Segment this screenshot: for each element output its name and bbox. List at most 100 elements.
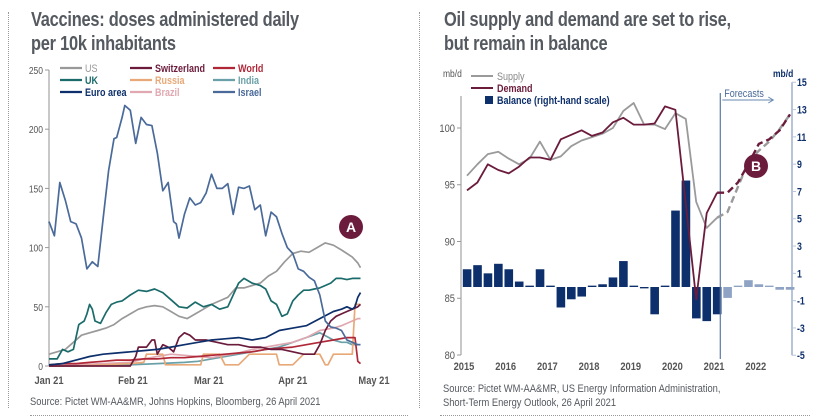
- x-tick-label: 2015: [454, 361, 475, 373]
- legend-label: Russia: [155, 75, 185, 87]
- series-forecast-demand: [717, 113, 792, 194]
- balance-bar: [494, 263, 503, 287]
- balance-bar: [639, 287, 649, 289]
- legend-label: Israel: [238, 87, 262, 99]
- legend-label: World: [238, 63, 263, 75]
- y-tick-label: 150: [29, 184, 43, 195]
- series-line-supply: [466, 102, 718, 229]
- left-y-tick-label: 80: [445, 350, 456, 362]
- legend-swatch: [485, 96, 493, 104]
- x-tick-label: 2022: [745, 361, 766, 373]
- right-y-tick-label: 9: [797, 159, 802, 171]
- balance-bar: [587, 285, 597, 287]
- panel-divider: [419, 12, 420, 408]
- balance-bar: [535, 269, 545, 287]
- annotation-b-badge: B: [744, 154, 768, 178]
- right-axis-unit: mb/d: [773, 68, 794, 79]
- x-tick-label: 2018: [579, 361, 600, 373]
- oil-source: Source: Pictet WM-AA&MR, US Energy Infor…: [443, 382, 720, 410]
- series-line-demand: [466, 105, 718, 301]
- balance-bar: [598, 284, 607, 287]
- balance-bar: [619, 261, 628, 287]
- balance-bar: [692, 287, 701, 319]
- right-y-tick-label: 15: [797, 77, 807, 89]
- legend-item-brazil: Brazil: [130, 87, 180, 99]
- balance-bar: [785, 287, 795, 290]
- balance-bar: [723, 287, 732, 298]
- legend-item-world: World: [213, 63, 263, 75]
- balance-bar: [629, 285, 639, 287]
- balance-bar: [660, 285, 670, 287]
- legend-label: Demand: [497, 83, 533, 95]
- balance-bar: [775, 287, 784, 290]
- y-tick-label: 200: [29, 125, 43, 136]
- legend-item-euro-area: Euro area: [60, 87, 127, 99]
- balance-bar: [712, 287, 722, 315]
- x-tick-label: 2017: [537, 361, 558, 373]
- right-y-tick-label: 13: [797, 105, 807, 117]
- balance-bar: [504, 269, 514, 287]
- x-tick-label: Apr 21: [278, 375, 307, 387]
- right-y-tick-label: -1: [797, 296, 805, 308]
- left-axis-unit: mb/d: [443, 68, 462, 79]
- legend-item-switzerland: Switzerland: [130, 63, 205, 75]
- series-line-world: [48, 336, 362, 366]
- right-y-tick-label: -5: [797, 350, 805, 362]
- balance-bar: [650, 287, 659, 315]
- balance-bar: [546, 285, 555, 287]
- legend-label: Brazil: [155, 87, 180, 99]
- balance-bar: [525, 285, 534, 287]
- x-tick-label: May 21: [358, 375, 389, 387]
- oil-source-line-2: Short-Term Energy Outlook, 26 April 2021: [443, 397, 617, 409]
- vaccines-panel: Vaccines: doses administered daily per 1…: [29, 8, 390, 408]
- balance-bar: [764, 285, 774, 287]
- left-y-tick-label: 100: [439, 123, 455, 135]
- y-tick-label: 250: [29, 65, 43, 76]
- y-tick-label: 50: [34, 302, 43, 313]
- forecast-arrow-head: [768, 96, 775, 104]
- oil-panel: Oil supply and demand are set to rise, b…: [410, 0, 820, 420]
- series-forecast-supply: [716, 113, 791, 219]
- legend-label: Balance (right-hand scale): [497, 95, 610, 107]
- left-y-tick-label: 95: [445, 180, 456, 192]
- bottom-divider-right: [440, 415, 810, 416]
- legend-label: UK: [85, 75, 99, 87]
- annotation-circle: [744, 154, 768, 178]
- bottom-divider-left: [30, 415, 408, 416]
- annotation-a-badge: A: [339, 215, 363, 239]
- x-tick-label: Mar 21: [194, 375, 224, 387]
- legend-item-india: India: [213, 75, 259, 87]
- legend-label: Supply: [497, 71, 525, 83]
- oil-chart-title: Oil supply and demand are set to rise, b…: [444, 8, 731, 56]
- legend-item-israel: Israel: [213, 87, 262, 99]
- legend-item-balance-right-hand-scale: Balance (right-hand scale): [485, 95, 610, 107]
- balance-bar: [681, 180, 691, 287]
- legend-label: Switzerland: [155, 63, 205, 75]
- annotation-circle: [339, 215, 363, 239]
- series-line-russia: [49, 303, 361, 367]
- balance-bar: [702, 287, 712, 322]
- x-tick-label: 2019: [620, 361, 641, 373]
- balance-bar: [577, 287, 587, 297]
- vaccines-chart-title: Vaccines: doses administered daily per 1…: [31, 8, 299, 56]
- balance-bar: [567, 287, 576, 300]
- series-line-euro-area: [48, 292, 362, 366]
- y-tick-label: 100: [29, 243, 43, 254]
- legend-item-us: US: [60, 63, 98, 75]
- legend-label: US: [85, 63, 98, 75]
- right-y-tick-label: 1: [797, 269, 802, 281]
- x-tick-label: 2016: [495, 361, 516, 373]
- balance-bar: [754, 284, 764, 287]
- legend-item-uk: UK: [60, 75, 99, 87]
- balance-bar: [608, 277, 618, 287]
- x-tick-label: 2020: [662, 361, 683, 373]
- balance-bar: [462, 269, 472, 287]
- balance-bar: [483, 273, 493, 287]
- left-y-tick-label: 90: [445, 237, 456, 249]
- balance-bar: [556, 287, 566, 308]
- legend-item-demand: Demand: [471, 83, 533, 95]
- vaccines-title-line-1: Vaccines: doses administered daily: [31, 9, 299, 31]
- series-line-israel: [48, 104, 361, 346]
- oil-chart: 80859095100mb/d-5-3-113579111315mb/d2015…: [439, 68, 807, 373]
- oil-title-line-2: but remain in balance: [444, 33, 608, 55]
